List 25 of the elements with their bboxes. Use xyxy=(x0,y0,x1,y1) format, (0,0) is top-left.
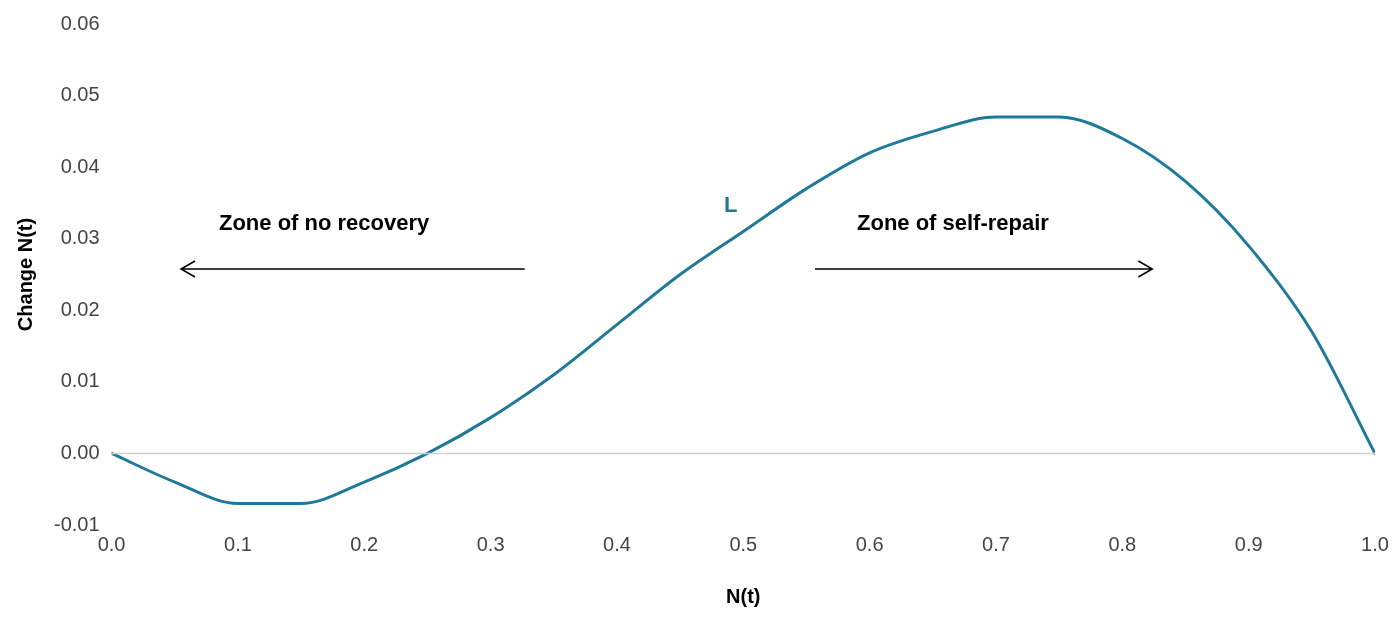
annotation: L xyxy=(723,192,738,218)
x-tick-label: 0.3 xyxy=(476,532,505,555)
x-tick-label: 0.2 xyxy=(350,532,379,555)
y-axis-title: Change N(t) xyxy=(13,217,36,332)
y-tick-label: 0.05 xyxy=(60,83,100,106)
y-tick-label: 0.03 xyxy=(60,226,100,249)
x-tick-label: 0.7 xyxy=(982,532,1010,555)
x-axis-title: N(t) xyxy=(726,584,761,607)
x-tick-label: 0.0 xyxy=(97,532,126,555)
line-series xyxy=(111,115,1375,506)
y-tick-label: -0.01 xyxy=(53,512,100,535)
y-tick-label: 0.04 xyxy=(60,154,100,177)
y-tick-label: 0.01 xyxy=(60,369,100,392)
x-tick-label: 0.6 xyxy=(855,532,884,555)
y-tick-label: 0.02 xyxy=(60,297,100,320)
annotation: Zone of self-repair xyxy=(857,210,1050,236)
y-tick-label: 0.06 xyxy=(60,11,100,34)
annotation: Zone of no recovery xyxy=(218,210,431,236)
y-tick-label: 0.00 xyxy=(60,440,100,463)
x-tick-label: 0.8 xyxy=(1108,532,1137,555)
x-tick-label: 0.9 xyxy=(1234,532,1263,555)
x-tick-label: 1.0 xyxy=(1361,532,1389,555)
x-tick-label: 0.4 xyxy=(603,532,631,555)
x-tick-label: 0.1 xyxy=(224,532,252,555)
x-tick-label: 0.5 xyxy=(729,532,758,555)
